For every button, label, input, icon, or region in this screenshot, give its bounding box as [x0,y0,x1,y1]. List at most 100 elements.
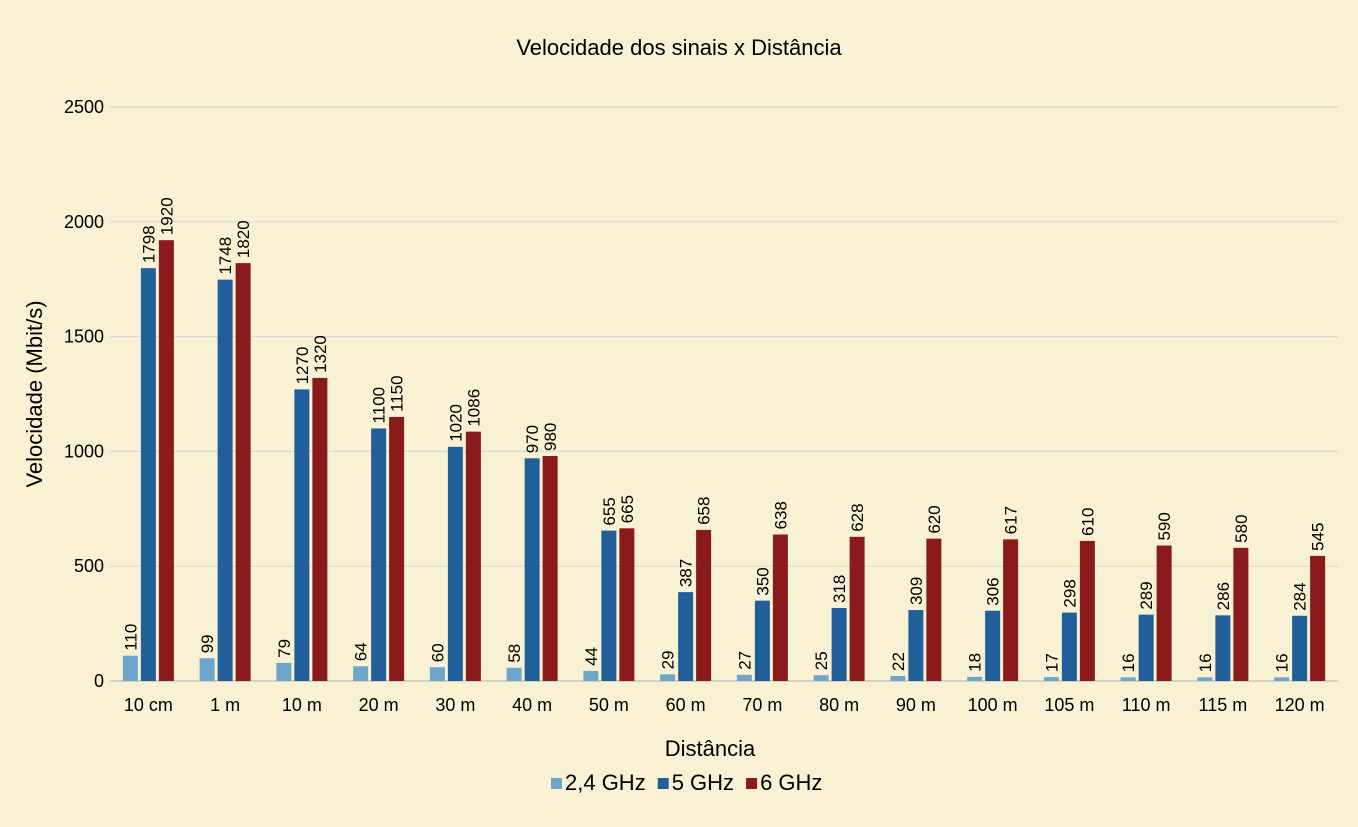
x-tick-label: 110 m [1122,695,1171,715]
bar [506,667,522,681]
bar [1274,677,1290,681]
legend-label: 2,4 GHz [565,770,646,795]
bar [696,529,712,681]
bar [389,416,405,681]
data-label: 22 [889,652,908,671]
x-tick-label: 10 cm [124,695,173,715]
bar [294,389,310,681]
data-label: 628 [848,503,867,531]
bar [1233,547,1249,681]
data-label: 617 [1002,506,1021,534]
bar [122,655,138,681]
bar [985,610,1001,681]
bar [447,446,463,681]
data-label: 16 [1119,653,1138,672]
data-label: 284 [1291,582,1310,610]
y-axis-ticks: 0 500 1000 1500 2000 2500 [64,97,104,691]
bar [619,528,635,681]
data-label: 387 [677,559,696,587]
data-label: 1150 [388,375,407,412]
bars [122,240,1326,681]
x-tick-label: 120 m [1275,695,1325,715]
x-tick-label: 60 m [666,695,706,715]
bar [660,674,676,681]
bar [1043,677,1059,681]
x-tick-label: 50 m [589,695,629,715]
bar [583,670,599,681]
data-label: 110 [121,624,140,651]
y-tick-label: 2000 [64,212,104,232]
bar [217,279,233,681]
bar [601,530,617,681]
data-label: 29 [659,650,678,669]
data-label: 1748 [216,237,235,275]
x-tick-label: 105 m [1044,695,1094,715]
bar [831,607,847,681]
x-tick-label: 10 m [282,695,322,715]
data-label: 58 [505,644,524,663]
y-tick-label: 0 [94,671,104,691]
chart-title: Velocidade dos sinais x Distância [516,35,842,60]
bar [1215,615,1231,681]
bar [1120,677,1136,681]
bar [429,667,445,681]
bar [276,662,292,681]
bar [736,674,752,681]
bar [1003,539,1019,681]
bar [967,676,983,681]
bar [371,428,387,681]
data-label: 620 [925,505,944,533]
legend-swatch [746,778,758,789]
legend-swatch [657,778,669,789]
data-label: 1100 [370,387,389,424]
data-label: 638 [771,501,790,529]
data-label: 99 [198,634,217,653]
bar [312,377,328,681]
x-axis-title: Distância [665,736,756,761]
data-label: 1820 [234,220,253,258]
bar [890,675,906,681]
bar [678,592,694,681]
data-label: 79 [275,639,294,658]
data-label: 655 [600,497,619,525]
bar [235,263,251,681]
data-label: 17 [1042,653,1061,672]
x-axis-ticks: 10 cm 1 m 10 m 20 m 30 m 40 m 50 m 60 m 70 m 80 m… [124,695,1325,715]
data-label: 580 [1232,514,1251,542]
data-label: 1320 [311,335,330,373]
bar [353,666,369,681]
legend: 2,4 GHz 5 GHz 6 GHz [551,770,822,795]
data-label: 610 [1078,508,1097,536]
data-label: 306 [984,577,1003,605]
bar [465,431,481,681]
y-tick-label: 1000 [64,441,104,461]
bar [772,534,788,681]
data-label: 970 [523,425,542,453]
x-tick-label: 90 m [896,695,936,715]
bar [140,268,156,681]
data-label: 18 [966,653,985,672]
bar [813,675,829,681]
y-tick-label: 500 [74,556,104,576]
bar [849,536,865,681]
data-label: 318 [830,575,849,603]
data-label: 1270 [293,347,312,385]
data-label: 980 [541,423,560,451]
data-label: 309 [907,577,926,605]
data-label: 64 [352,642,371,661]
legend-label: 6 GHz [760,770,822,795]
y-tick-label: 1500 [64,327,104,347]
bar [1197,677,1213,681]
data-label: 590 [1155,512,1174,540]
bar [1156,545,1172,681]
data-label: 44 [582,647,601,666]
data-label: 665 [618,495,637,523]
bar [908,610,924,681]
x-tick-label: 80 m [819,695,859,715]
data-label: 27 [735,651,754,670]
x-tick-label: 20 m [359,695,399,715]
data-label: 60 [428,643,447,662]
bar [1292,615,1308,681]
y-tick-label: 2500 [64,97,104,117]
